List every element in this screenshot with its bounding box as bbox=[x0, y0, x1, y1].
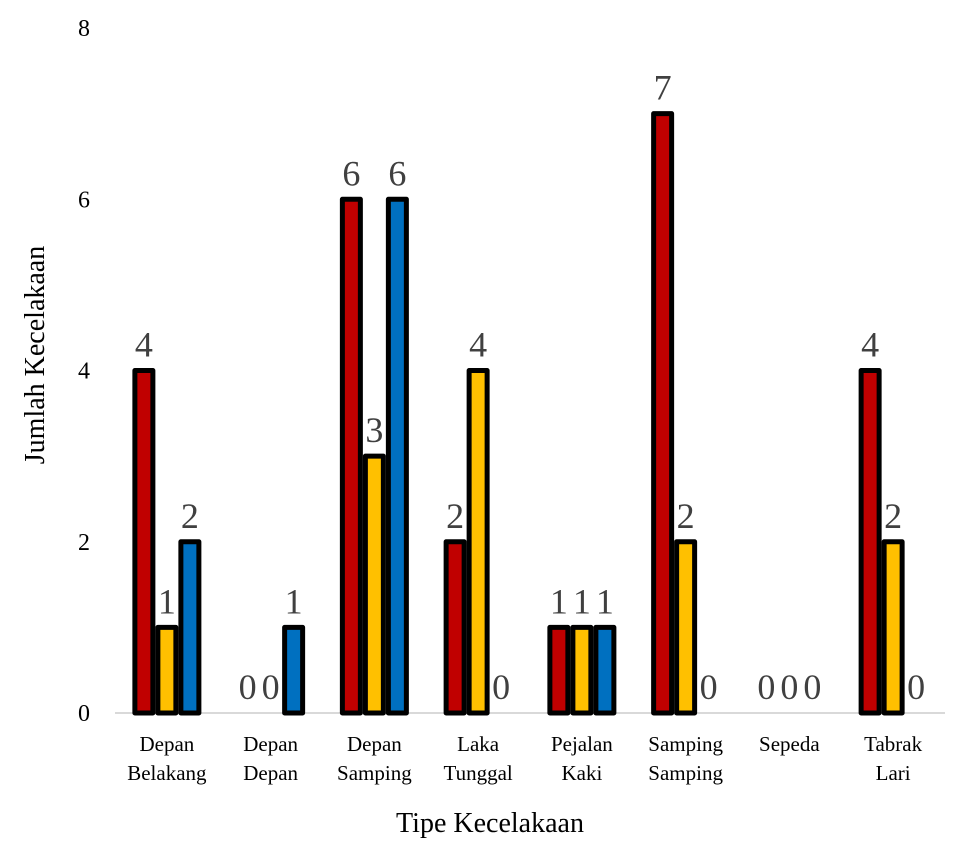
data-label: 7 bbox=[654, 68, 672, 108]
data-label: 2 bbox=[677, 496, 695, 536]
bar bbox=[282, 624, 306, 716]
data-label: 1 bbox=[596, 581, 614, 621]
bar bbox=[362, 453, 386, 716]
x-tick-label: Depan bbox=[243, 732, 298, 756]
x-tick-label: Depan bbox=[243, 761, 298, 785]
x-tick-label: Belakang bbox=[127, 761, 207, 785]
data-label: 0 bbox=[700, 667, 718, 707]
bar bbox=[155, 624, 179, 716]
x-tick-label: Depan bbox=[139, 732, 194, 756]
bar bbox=[178, 539, 202, 716]
data-label: 2 bbox=[884, 496, 902, 536]
y-tick-label: 2 bbox=[78, 530, 90, 556]
data-label: 0 bbox=[492, 667, 510, 707]
bar bbox=[651, 111, 675, 716]
bar bbox=[881, 539, 905, 716]
bar bbox=[385, 196, 409, 716]
data-label: 0 bbox=[780, 667, 798, 707]
y-tick-label: 0 bbox=[78, 701, 90, 727]
x-tick-label: Pejalan bbox=[551, 732, 613, 756]
x-tick-label: Sepeda bbox=[759, 732, 820, 756]
x-tick-label: Samping bbox=[648, 732, 723, 756]
data-label: 2 bbox=[446, 496, 464, 536]
data-label: 0 bbox=[239, 667, 257, 707]
data-label: 4 bbox=[135, 325, 153, 365]
x-tick-label: Tunggal bbox=[444, 761, 513, 785]
data-label: 4 bbox=[469, 325, 487, 365]
data-label: 1 bbox=[573, 581, 591, 621]
x-tick-label: Lari bbox=[876, 761, 911, 785]
bars bbox=[132, 111, 905, 716]
x-tick-label: Kaki bbox=[561, 761, 602, 785]
bar bbox=[547, 624, 571, 716]
x-axis-title: Tipe Kecelakaan bbox=[396, 808, 584, 839]
bar bbox=[132, 368, 156, 716]
data-label: 0 bbox=[803, 667, 821, 707]
bar bbox=[593, 624, 617, 716]
data-label: 0 bbox=[907, 667, 925, 707]
data-label: 0 bbox=[262, 667, 280, 707]
data-label: 4 bbox=[861, 325, 879, 365]
x-tick-label: Depan bbox=[347, 732, 402, 756]
bar bbox=[570, 624, 594, 716]
y-tick-label: 6 bbox=[78, 187, 90, 213]
bar bbox=[674, 539, 698, 716]
y-tick-label: 4 bbox=[78, 359, 90, 385]
x-tick-label: Samping bbox=[648, 761, 723, 785]
y-axis-ticks: 0 2 4 6 8 bbox=[78, 16, 90, 727]
data-label: 1 bbox=[285, 581, 303, 621]
x-tick-label: Samping bbox=[337, 761, 412, 785]
category-labels: Depan Belakang Depan Depan Depan Samping Laka T… bbox=[127, 732, 922, 785]
bar bbox=[339, 196, 363, 716]
data-label: 6 bbox=[388, 153, 406, 193]
y-tick-label: 8 bbox=[78, 16, 90, 42]
data-label: 3 bbox=[365, 410, 383, 450]
bar bbox=[858, 368, 882, 716]
data-label: 6 bbox=[342, 153, 360, 193]
data-label: 1 bbox=[158, 581, 176, 621]
x-tick-label: Laka bbox=[457, 732, 500, 756]
data-label: 2 bbox=[181, 496, 199, 536]
y-axis-title: Jumlah Kecelakaan bbox=[20, 246, 51, 464]
bar bbox=[466, 368, 490, 716]
data-label: 0 bbox=[757, 667, 775, 707]
data-label: 1 bbox=[550, 581, 568, 621]
x-tick-label: Tabrak bbox=[864, 732, 922, 756]
bar bbox=[443, 539, 467, 716]
